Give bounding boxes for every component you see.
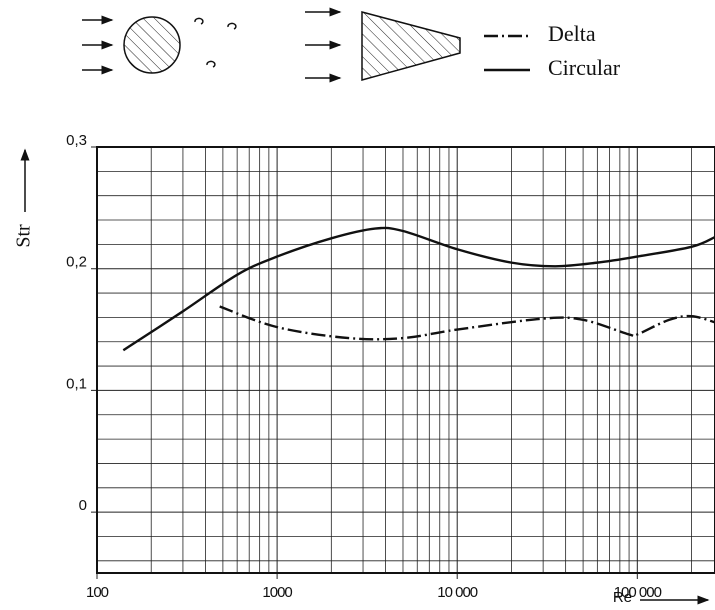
y-axis-label: Str xyxy=(13,224,35,248)
y-tick-label: 0,1 xyxy=(66,375,87,392)
legend-label: Circular xyxy=(548,55,621,80)
y-tick-label: 0,3 xyxy=(66,132,87,149)
plot-frame xyxy=(96,146,715,574)
series-line xyxy=(219,305,715,341)
x-tick-label: 100 xyxy=(86,584,109,601)
x-tick-label: 1000 xyxy=(262,584,292,601)
y-tick-label: 0 xyxy=(79,497,87,514)
x-tick-label: 100 000 xyxy=(614,584,662,601)
x-axis-label: Re xyxy=(613,589,632,606)
x-tick-label: 10 000 xyxy=(437,584,478,601)
legend-label: Delta xyxy=(548,21,596,46)
series-line xyxy=(122,226,715,352)
y-tick-label: 0,2 xyxy=(66,254,87,271)
flow-icons xyxy=(82,7,461,83)
